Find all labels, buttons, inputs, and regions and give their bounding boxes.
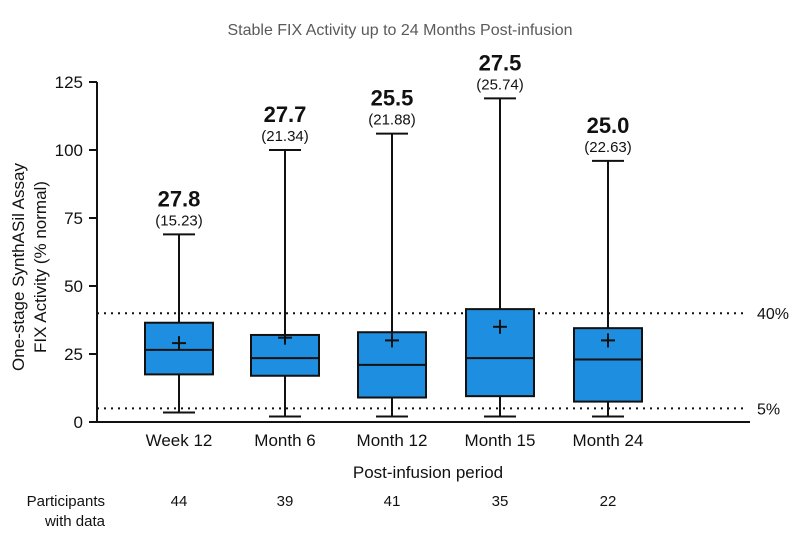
participants-label-line-2: with data [44, 513, 106, 530]
annotation-sub-value: (15.23) [155, 212, 203, 229]
box-plot [250, 149, 320, 418]
participants-count: 35 [492, 493, 509, 510]
box-plot [465, 97, 535, 418]
y-tick-label: 125 [55, 73, 83, 92]
participants-counts: 44 39 41 35 22 [171, 493, 617, 510]
y-tick-label: 75 [64, 209, 83, 228]
participants-count: 22 [600, 493, 617, 510]
annotation-value: 27.5 [479, 50, 522, 75]
participants-count: 41 [384, 493, 401, 510]
y-axis-label: One-stage SynthASil Assay FIX Activity (… [9, 163, 50, 371]
box-plots [144, 97, 643, 418]
box-plot [573, 159, 643, 418]
y-tick-label: 25 [64, 345, 83, 364]
reference-line-label: 5% [757, 401, 780, 418]
x-tick-label: Month 24 [573, 431, 644, 450]
annotation-value: 27.8 [158, 186, 201, 211]
median-annotations: 27.8(15.23) 27.7(21.34) 25.5(21.88) 27.5(25… [155, 50, 632, 229]
y-tick-label: 0 [74, 413, 83, 432]
x-tick-label: Month 12 [357, 431, 428, 450]
annotation-sub-value: (21.34) [261, 128, 309, 145]
y-ticks: 0 25 50 75 100 125 [55, 73, 97, 432]
y-axis-label-line-1: One-stage SynthASil Assay [9, 163, 28, 371]
y-tick-label: 100 [55, 141, 83, 160]
x-tick-label: Month 15 [465, 431, 536, 450]
annotation-sub-value: (25.74) [476, 76, 524, 93]
x-axis-label: Post-infusion period [353, 463, 503, 482]
annotation-value: 27.7 [264, 102, 307, 127]
chart-title: Stable FIX Activity up to 24 Months Post… [227, 22, 572, 39]
box-plot [144, 233, 214, 414]
participants-count: 39 [277, 493, 294, 510]
annotation-sub-value: (22.63) [584, 139, 632, 156]
y-tick-label: 50 [64, 277, 83, 296]
reference-lines: 40% 5% [97, 306, 789, 418]
annotation-sub-value: (21.88) [368, 112, 416, 129]
x-tick-label: Month 6 [254, 431, 315, 450]
participants-label-line-1: Participants [27, 493, 105, 510]
annotation-value: 25.0 [587, 113, 630, 138]
x-tick-label: Week 12 [146, 431, 213, 450]
participants-label: Participants with data [27, 493, 106, 530]
reference-line-label: 40% [757, 306, 789, 323]
annotation-value: 25.5 [371, 86, 414, 111]
box-plot [357, 132, 427, 418]
x-tick-labels: Week 12 Month 6 Month 12 Month 15 Month 24 [146, 431, 644, 450]
y-axis-label-line-2: FIX Activity (% normal) [31, 181, 50, 353]
participants-count: 44 [171, 493, 188, 510]
